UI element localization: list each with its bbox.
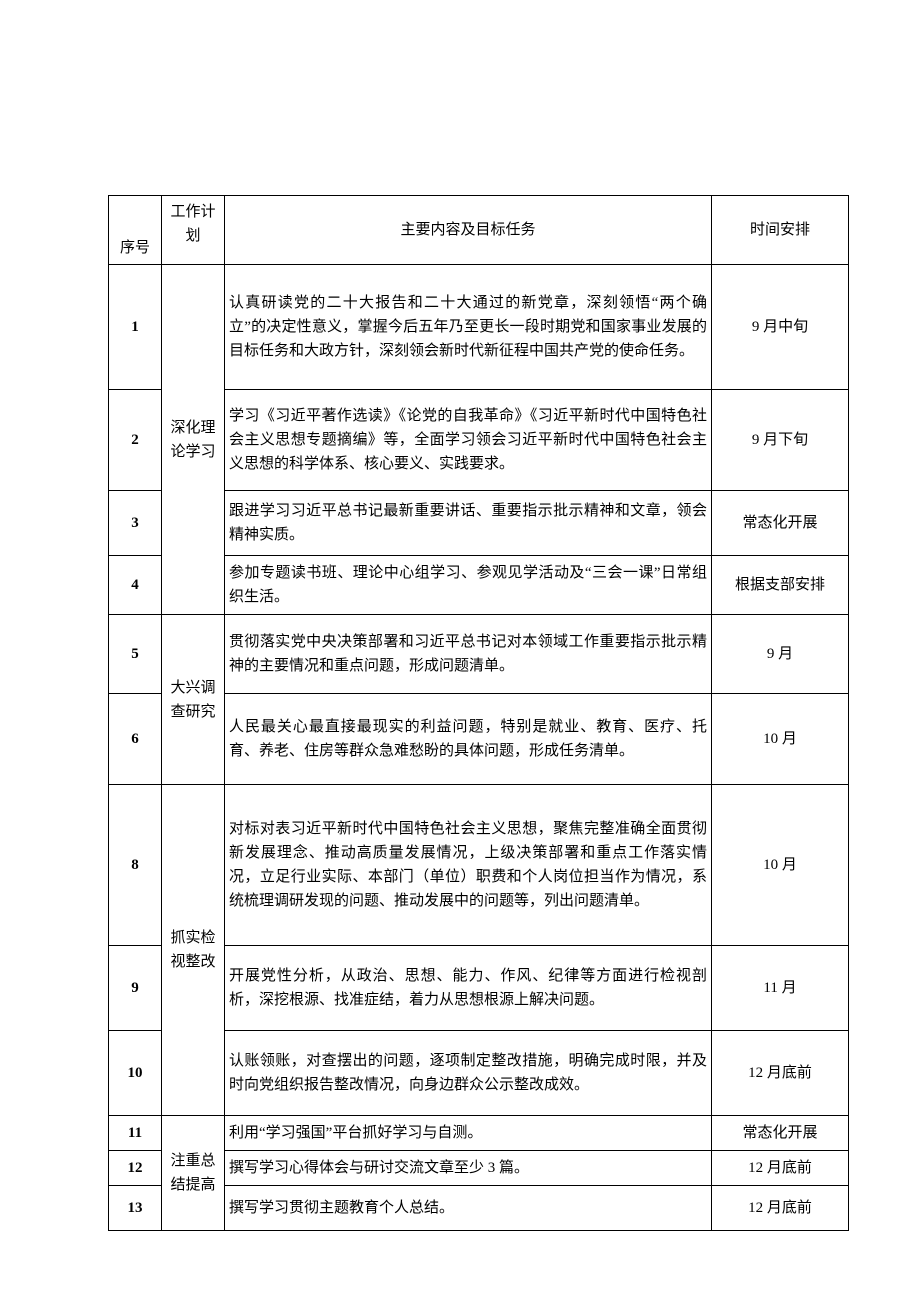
plan-cell: 大兴调查研究 xyxy=(162,615,225,785)
time-cell: 根据支部安排 xyxy=(712,556,849,615)
header-time: 时间安排 xyxy=(712,196,849,265)
seq-cell: 2 xyxy=(109,390,162,491)
time-cell: 9 月 xyxy=(712,615,849,694)
seq-cell: 9 xyxy=(109,946,162,1031)
time-cell: 9 月下旬 xyxy=(712,390,849,491)
schedule-table: 序号工作计划主要内容及目标任务时间安排 1深化理论学习认真研读党的二十大报告和二十… xyxy=(108,195,849,1231)
time-cell: 12 月底前 xyxy=(712,1151,849,1186)
seq-cell: 3 xyxy=(109,491,162,556)
content-cell: 撰写学习心得体会与研讨交流文章至少 3 篇。 xyxy=(225,1151,712,1186)
seq-cell: 10 xyxy=(109,1031,162,1116)
seq-cell: 6 xyxy=(109,694,162,785)
content-cell: 撰写学习贯彻主题教育个人总结。 xyxy=(225,1186,712,1231)
header-seq: 序号 xyxy=(109,196,162,265)
content-cell: 学习《习近平著作选读》《论党的自我革命》《习近平新时代中国特色社会主义思想专题摘… xyxy=(225,390,712,491)
seq-cell: 11 xyxy=(109,1116,162,1151)
time-cell: 常态化开展 xyxy=(712,1116,849,1151)
seq-cell: 5 xyxy=(109,615,162,694)
seq-cell: 13 xyxy=(109,1186,162,1231)
header-plan: 工作计划 xyxy=(162,196,225,265)
plan-cell: 注重总结提高 xyxy=(162,1116,225,1231)
time-cell: 12 月底前 xyxy=(712,1186,849,1231)
content-cell: 贯彻落实党中央决策部署和习近平总书记对本领域工作重要指示批示精神的主要情况和重点… xyxy=(225,615,712,694)
content-cell: 认账领账，对查摆出的问题，逐项制定整改措施，明确完成时限，并及时向党组织报告整改… xyxy=(225,1031,712,1116)
content-cell: 参加专题读书班、理论中心组学习、参观见学活动及“三会一课”日常组织生活。 xyxy=(225,556,712,615)
seq-cell: 8 xyxy=(109,785,162,946)
content-cell: 人民最关心最直接最现实的利益问题，特别是就业、教育、医疗、托育、养老、住房等群众… xyxy=(225,694,712,785)
time-cell: 常态化开展 xyxy=(712,491,849,556)
plan-cell: 抓实检视整改 xyxy=(162,785,225,1116)
time-cell: 9 月中旬 xyxy=(712,265,849,390)
time-cell: 11 月 xyxy=(712,946,849,1031)
time-cell: 10 月 xyxy=(712,694,849,785)
header-content: 主要内容及目标任务 xyxy=(225,196,712,265)
content-cell: 对标对表习近平新时代中国特色社会主义思想，聚焦完整准确全面贯彻新发展理念、推动高… xyxy=(225,785,712,946)
time-cell: 12 月底前 xyxy=(712,1031,849,1116)
plan-cell: 深化理论学习 xyxy=(162,265,225,615)
seq-cell: 1 xyxy=(109,265,162,390)
page: 序号工作计划主要内容及目标任务时间安排 1深化理论学习认真研读党的二十大报告和二十… xyxy=(0,0,920,1301)
seq-cell: 12 xyxy=(109,1151,162,1186)
content-cell: 跟进学习习近平总书记最新重要讲话、重要指示批示精神和文章，领会精神实质。 xyxy=(225,491,712,556)
content-cell: 认真研读党的二十大报告和二十大通过的新党章，深刻领悟“两个确立”的决定性意义，掌… xyxy=(225,265,712,390)
content-cell: 开展党性分析，从政治、思想、能力、作风、纪律等方面进行检视剖析，深挖根源、找准症… xyxy=(225,946,712,1031)
seq-cell: 4 xyxy=(109,556,162,615)
time-cell: 10 月 xyxy=(712,785,849,946)
content-cell: 利用“学习强国”平台抓好学习与自测。 xyxy=(225,1116,712,1151)
